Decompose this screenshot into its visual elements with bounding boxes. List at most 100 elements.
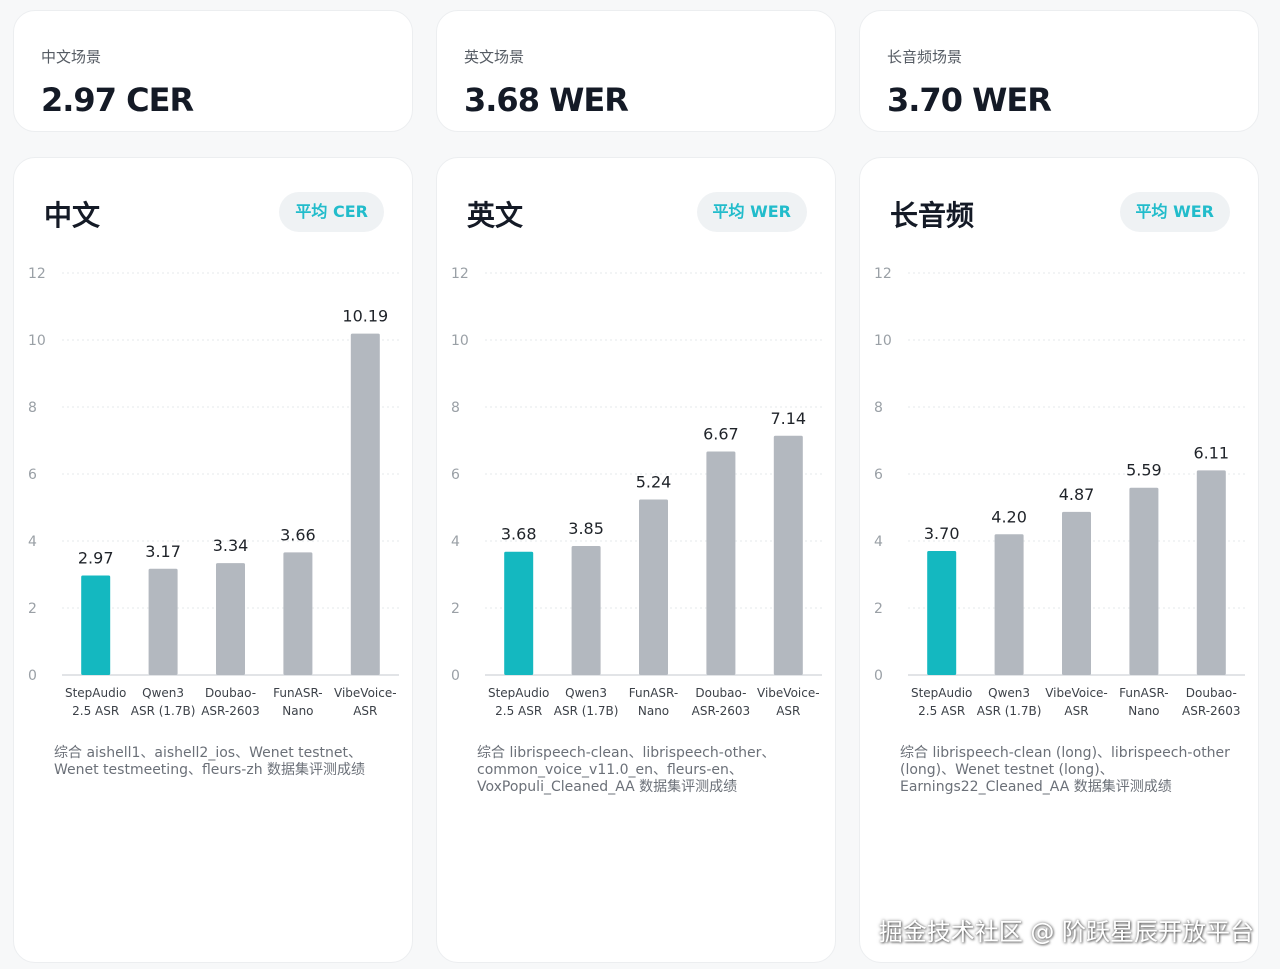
y-tick-label: 12: [28, 266, 46, 282]
y-tick-label: 6: [28, 467, 37, 483]
metric-badge: 平均 WER: [1119, 192, 1230, 232]
y-tick-label: 2: [28, 601, 37, 617]
data-label: 5.59: [1126, 461, 1162, 480]
stat-card-chinese: 中文场景 2.97 CER: [13, 10, 413, 132]
stat-label: 英文场景: [464, 48, 525, 66]
watermark: 掘金技术社区 @ 阶跃星辰开放平台: [878, 918, 1254, 946]
y-tick-label: 0: [874, 668, 883, 684]
data-label: 6.67: [703, 425, 739, 444]
y-tick-label: 10: [874, 333, 892, 349]
y-tick-label: 6: [451, 467, 460, 483]
bar: [571, 546, 601, 675]
x-tick-label: VibeVoice-: [1045, 686, 1108, 700]
data-label: 3.68: [501, 525, 537, 544]
bar: [706, 451, 736, 675]
x-tick-label: ASR: [1064, 704, 1088, 718]
data-label: 7.14: [770, 409, 806, 428]
chart-footnote: 综合 aishell1、aishell2_ios、Wenet testnet、W…: [54, 745, 366, 778]
x-tick-label: Qwen3: [988, 686, 1030, 700]
bar: [148, 568, 178, 675]
metric-badge: 平均 CER: [279, 192, 384, 232]
x-tick-label: StepAudio: [911, 686, 972, 700]
metric-badge: 平均 WER: [696, 192, 807, 232]
x-tick-label: Nano: [638, 704, 669, 718]
x-tick-label: 2.5 ASR: [495, 704, 542, 718]
data-label: 5.24: [636, 472, 672, 491]
x-tick-label: ASR-2603: [692, 704, 751, 718]
x-tick-label: 2.5 ASR: [918, 704, 965, 718]
chart-footnote: 综合 librispeech-clean、librispeech-other、c…: [477, 745, 776, 795]
bar-chart-english: 0 2 4 6 8 10 12 3.68 StepAudio 2.5 ASR 3.85 Qwen3 AS…: [451, 266, 822, 718]
x-tick-label: FunASR-: [1119, 686, 1168, 700]
data-label: 6.11: [1193, 443, 1229, 462]
x-tick-label: 2.5 ASR: [72, 704, 119, 718]
x-tick-label: StepAudio: [488, 686, 549, 700]
bar: [773, 435, 803, 675]
x-tick-label: ASR (1.7B): [131, 704, 196, 718]
bar: [639, 499, 668, 675]
chart-title: 英文: [467, 199, 524, 232]
bar: [994, 534, 1024, 675]
x-tick-label: FunASR-: [629, 686, 678, 700]
stat-card-english: 英文场景 3.68 WER: [436, 10, 836, 132]
data-label: 4.87: [1059, 485, 1095, 504]
bar: [283, 552, 313, 675]
bar: [216, 563, 245, 675]
bar: [504, 551, 534, 675]
chart-card-english: 英文 平均 WER 0 2 4 6 8 10 12 3.68 StepAudio 2.5 ASR 3…: [436, 157, 836, 963]
x-tick-label: VibeVoice-: [334, 686, 397, 700]
y-tick-label: 4: [451, 534, 460, 550]
chart-footnote: 综合 librispeech-clean (long)、librispeech-…: [900, 745, 1230, 795]
x-tick-label: ASR (1.7B): [977, 704, 1042, 718]
data-label: 3.85: [568, 519, 604, 538]
data-label: 3.70: [924, 524, 960, 543]
bar: [350, 333, 380, 675]
bar-chart-chinese: 0 2 4 6 8 10 12 2.97 StepAudio 2.5 ASR 3.17 Qwen3 AS…: [28, 266, 399, 718]
x-tick-label: StepAudio: [65, 686, 126, 700]
y-tick-label: 4: [28, 534, 37, 550]
x-tick-label: ASR (1.7B): [554, 704, 619, 718]
x-tick-label: FunASR-: [273, 686, 322, 700]
y-tick-label: 12: [874, 266, 892, 282]
stat-card-long-audio: 长音频场景 3.70 WER: [859, 10, 1259, 132]
data-label: 10.19: [342, 307, 388, 326]
bar: [1129, 487, 1159, 675]
y-tick-label: 2: [451, 601, 460, 617]
chart-title: 长音频: [890, 199, 975, 232]
x-tick-label: Doubao-: [695, 686, 746, 700]
x-tick-label: ASR: [353, 704, 377, 718]
x-tick-label: Doubao-: [1186, 686, 1237, 700]
y-tick-label: 12: [451, 266, 469, 282]
x-tick-label: Nano: [282, 704, 313, 718]
x-tick-label: Qwen3: [565, 686, 607, 700]
x-tick-label: Qwen3: [142, 686, 184, 700]
stat-value: 2.97 CER: [41, 81, 194, 119]
x-tick-label: Nano: [1128, 704, 1159, 718]
stat-value: 3.68 WER: [464, 81, 629, 119]
data-label: 3.66: [280, 525, 316, 544]
x-tick-label: ASR-2603: [201, 704, 260, 718]
data-label: 3.17: [145, 542, 181, 561]
x-tick-label: ASR: [776, 704, 800, 718]
y-tick-label: 4: [874, 534, 883, 550]
chart-card-chinese: 中文 平均 CER 0 2 4 6 8 10 12 2.97 StepAudio 2.5 ASR 3…: [13, 157, 413, 963]
bar-chart-long-audio: 0 2 4 6 8 10 12 3.70 StepAudio 2.5 ASR 4.20 Qwen3 AS…: [874, 266, 1245, 718]
y-tick-label: 6: [874, 467, 883, 483]
stat-label: 中文场景: [41, 48, 102, 66]
stat-label: 长音频场景: [887, 48, 963, 66]
y-tick-label: 0: [451, 668, 460, 684]
bar: [81, 575, 111, 675]
chart-title: 中文: [44, 199, 101, 232]
data-label: 2.97: [78, 549, 114, 568]
y-tick-label: 2: [874, 601, 883, 617]
bar: [1062, 511, 1091, 675]
y-tick-label: 8: [451, 400, 460, 416]
y-tick-label: 8: [874, 400, 883, 416]
data-label: 3.34: [213, 536, 249, 555]
y-tick-label: 0: [28, 668, 37, 684]
data-label: 4.20: [991, 507, 1027, 526]
x-tick-label: Doubao-: [205, 686, 256, 700]
stat-value: 3.70 WER: [887, 81, 1052, 119]
bar: [1196, 470, 1226, 675]
chart-card-long-audio: 长音频 平均 WER 0 2 4 6 8 10 12 3.70 StepAudio 2.5 ASR…: [859, 157, 1259, 963]
